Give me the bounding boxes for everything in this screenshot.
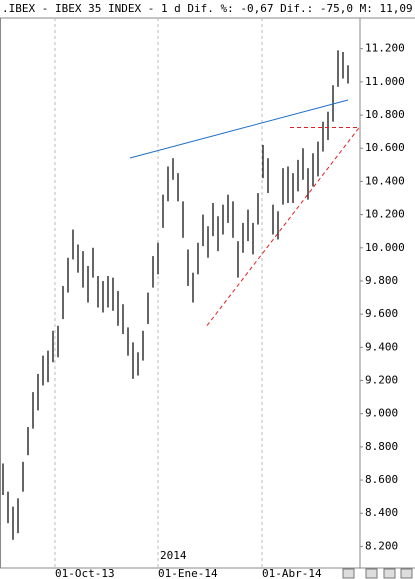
y-tick-label: 9.800 bbox=[365, 274, 398, 287]
y-tick-label: 8.200 bbox=[365, 539, 398, 552]
y-tick-label: 9.200 bbox=[365, 374, 398, 387]
y-tick-label: 8.600 bbox=[365, 473, 398, 486]
y-tick-label: 11.200 bbox=[365, 42, 405, 55]
y-tick-label: 9.400 bbox=[365, 340, 398, 353]
y-tick-label: 10.200 bbox=[365, 208, 405, 221]
y-tick-label: 10.600 bbox=[365, 141, 405, 154]
y-tick-label: 10.800 bbox=[365, 108, 405, 121]
chart-title: .IBEX - IBEX 35 INDEX - 1 d Dif. %: -0,6… bbox=[2, 2, 413, 15]
x-tick-label: 01-Oct-13 bbox=[55, 567, 115, 579]
header-bar bbox=[0, 0, 415, 18]
x-tick-label: 01-Abr-14 bbox=[262, 567, 322, 579]
button[interactable] bbox=[342, 568, 355, 579]
y-tick-label: 8.400 bbox=[365, 506, 398, 519]
annotation: 2014 bbox=[160, 549, 187, 562]
trend-line bbox=[206, 126, 361, 326]
y-tick-label: 10.400 bbox=[365, 174, 405, 187]
y-tick-label: 8.800 bbox=[365, 440, 398, 453]
axes: 8.200 8.400 8.600 8.800 9.000 9.200 9.400 9.600… bbox=[55, 42, 405, 579]
y-tick-label: 11.000 bbox=[365, 75, 405, 88]
toolbar[interactable] bbox=[342, 568, 413, 579]
button[interactable] bbox=[365, 568, 378, 579]
button[interactable] bbox=[383, 568, 396, 579]
y-tick-label: 9.600 bbox=[365, 307, 398, 320]
y-tick-label: 10.000 bbox=[365, 241, 405, 254]
x-tick-label: 01-Ene-14 bbox=[158, 567, 218, 579]
trend-line bbox=[129, 99, 349, 159]
y-tick-label: 9.000 bbox=[365, 407, 398, 420]
plot bbox=[2, 18, 349, 568]
button[interactable] bbox=[400, 568, 413, 579]
